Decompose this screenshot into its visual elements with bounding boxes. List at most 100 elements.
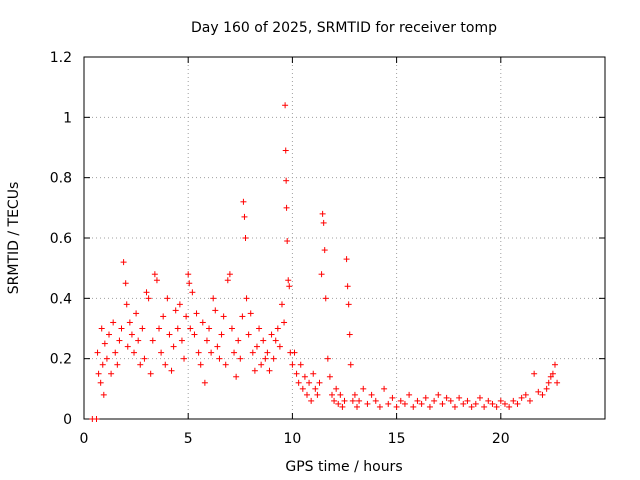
y-axis-label: SRMTID / TECUs <box>6 182 22 295</box>
data-point <box>476 394 483 401</box>
data-point <box>339 403 346 410</box>
data-point <box>318 271 325 278</box>
data-point <box>226 271 233 278</box>
data-point <box>278 301 285 308</box>
data-point <box>181 355 188 362</box>
data-point <box>285 277 292 284</box>
data-point <box>283 204 290 211</box>
tick-layer: 0 0.2 0.4 0.6 0.8 1 1.2 0 5 10 15 20 <box>50 50 605 447</box>
data-point <box>224 277 231 284</box>
data-point <box>439 400 446 407</box>
data-point <box>346 331 353 338</box>
data-point <box>176 301 183 308</box>
data-point <box>310 370 317 377</box>
data-point <box>406 391 413 398</box>
data-point <box>178 337 185 344</box>
y-tick-label: 1 <box>63 110 72 126</box>
data-point <box>162 361 169 368</box>
data-point <box>547 373 554 380</box>
data-point <box>135 337 142 344</box>
data-point <box>312 385 319 392</box>
data-point <box>242 235 249 241</box>
data-point <box>183 313 190 320</box>
data-point <box>203 337 210 344</box>
data-point <box>293 370 300 377</box>
data-point <box>372 397 379 404</box>
y-tick-label: 0 <box>63 412 72 428</box>
data-point <box>543 385 550 392</box>
data-point <box>345 301 352 308</box>
data-point <box>426 403 433 410</box>
data-point <box>545 379 552 386</box>
y-tick-label: 0.8 <box>50 171 72 187</box>
data-point <box>99 361 106 368</box>
data-point <box>501 400 508 407</box>
data-point <box>284 238 291 245</box>
data-point <box>468 403 475 410</box>
data-point <box>324 355 331 362</box>
data-point <box>268 331 275 338</box>
data-point <box>301 373 308 380</box>
data-point <box>354 403 361 410</box>
data-point <box>531 370 538 377</box>
data-point <box>264 349 271 356</box>
data-point <box>122 280 129 287</box>
data-point <box>218 331 225 338</box>
data-point <box>189 289 196 296</box>
data-point <box>95 370 102 377</box>
data-point <box>522 391 529 398</box>
data-point <box>231 349 238 356</box>
data-point <box>337 391 344 398</box>
data-point <box>356 397 363 404</box>
data-point <box>158 349 165 356</box>
x-tick-label: 10 <box>283 431 301 447</box>
data-point <box>526 397 533 404</box>
data-point <box>343 256 350 263</box>
data-point <box>539 391 546 398</box>
data-point <box>118 325 125 332</box>
data-point <box>326 373 333 380</box>
chart-title: Day 160 of 2025, SRMTID for receiver tom… <box>191 20 497 36</box>
data-point <box>260 337 267 344</box>
data-point <box>168 367 175 374</box>
data-point <box>308 397 315 404</box>
data-point <box>185 271 192 278</box>
data-point <box>222 361 229 368</box>
data-point <box>247 310 254 317</box>
data-point <box>237 355 244 362</box>
data-point <box>295 379 302 386</box>
data-point <box>251 367 258 374</box>
data-point <box>344 283 351 290</box>
data-point <box>116 337 123 344</box>
data-point <box>376 403 383 410</box>
data-point <box>110 319 117 326</box>
data-point <box>464 397 471 404</box>
data-point <box>282 147 289 154</box>
x-tick-label: 0 <box>80 431 89 447</box>
data-point <box>120 259 127 266</box>
data-point <box>241 213 248 220</box>
data-point <box>94 349 101 356</box>
data-point <box>347 361 354 368</box>
data-point <box>228 325 235 332</box>
data-point <box>410 403 417 410</box>
data-point <box>297 361 304 368</box>
data-point <box>554 379 561 386</box>
data-point <box>549 370 556 377</box>
data-point <box>393 403 400 410</box>
data-point <box>153 277 160 284</box>
data-point <box>291 349 298 356</box>
data-point <box>245 331 252 338</box>
data-point <box>451 403 458 410</box>
data-point <box>333 385 340 392</box>
data-point <box>187 325 194 332</box>
data-point <box>389 394 396 401</box>
data-point <box>97 379 104 386</box>
data-point <box>321 247 328 254</box>
data-point <box>401 400 408 407</box>
data-point <box>385 400 392 407</box>
data-point <box>322 295 329 302</box>
data-point <box>253 343 260 350</box>
data-point <box>319 210 326 217</box>
data-point <box>235 337 242 344</box>
